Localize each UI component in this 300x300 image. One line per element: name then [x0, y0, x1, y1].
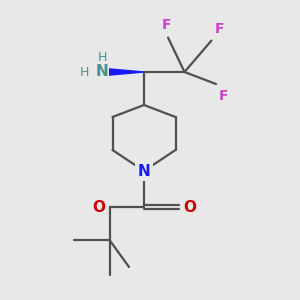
Text: H: H [97, 51, 107, 64]
Text: H: H [79, 65, 89, 79]
Text: O: O [183, 200, 196, 214]
Text: F: F [219, 88, 229, 103]
Text: F: F [214, 22, 224, 36]
Text: N: N [96, 64, 108, 80]
Text: N: N [138, 164, 150, 178]
Text: F: F [162, 18, 171, 32]
Text: O: O [92, 200, 105, 214]
Polygon shape [100, 68, 144, 76]
